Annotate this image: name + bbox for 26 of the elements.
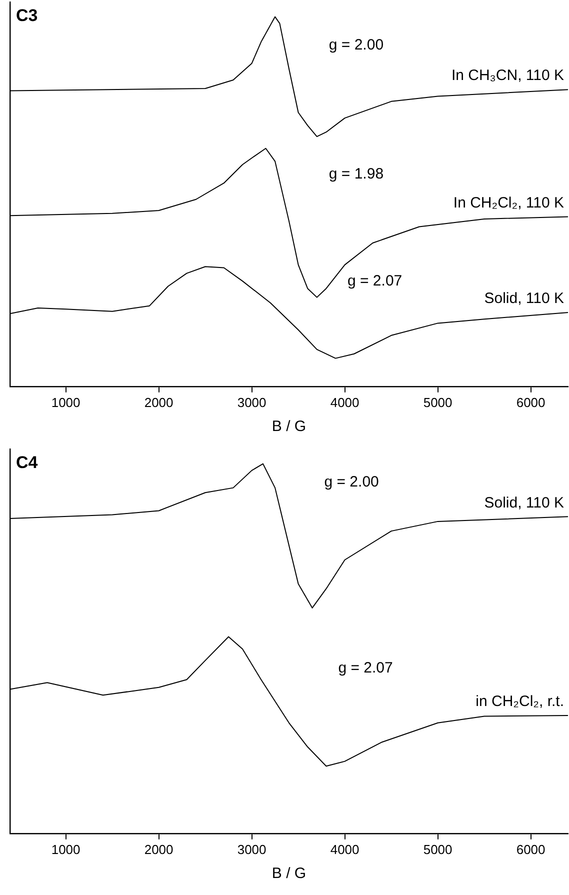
series-label: In CH₂Cl₂, 110 K bbox=[453, 194, 564, 212]
x-tick-label: 5000 bbox=[423, 842, 452, 857]
x-tick-label: 3000 bbox=[237, 842, 266, 857]
x-axis-title: B / G bbox=[272, 865, 306, 882]
x-tick-label: 4000 bbox=[330, 842, 360, 857]
annotation: g = 2.00 bbox=[324, 473, 379, 490]
annotation: g = 2.07 bbox=[348, 272, 402, 290]
x-tick-label: 6000 bbox=[516, 842, 546, 857]
x-tick-label: 5000 bbox=[423, 394, 452, 410]
chart-title: C4 bbox=[16, 453, 38, 472]
series-label: in CH₂Cl₂, r.t. bbox=[476, 693, 564, 710]
x-tick-label: 1000 bbox=[51, 842, 80, 857]
series-label: Solid, 110 K bbox=[484, 290, 564, 308]
annotation: g = 2.07 bbox=[338, 659, 393, 676]
x-tick-label: 2000 bbox=[144, 842, 174, 857]
x-tick-label: 4000 bbox=[330, 394, 360, 410]
series-label: Solid, 110 K bbox=[484, 494, 564, 512]
x-tick-label: 2000 bbox=[144, 394, 174, 410]
x-tick-label: 1000 bbox=[51, 394, 80, 410]
x-tick-label: 6000 bbox=[516, 394, 546, 410]
chart-title: C3 bbox=[16, 6, 38, 26]
x-tick-label: 3000 bbox=[237, 394, 266, 410]
x-axis-title: B / G bbox=[272, 418, 306, 436]
annotation: g = 1.98 bbox=[328, 166, 384, 183]
annotation: g = 2.00 bbox=[328, 36, 384, 54]
series-label: In CH₃CN, 110 K bbox=[451, 67, 564, 84]
